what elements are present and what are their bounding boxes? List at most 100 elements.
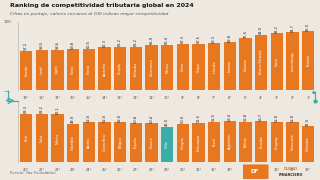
Text: 86.0: 86.0: [306, 23, 310, 31]
Bar: [20, 51, 32, 90]
Text: Venezuela: Venezuela: [291, 134, 294, 150]
Text: 69.8: 69.8: [228, 34, 232, 42]
Text: 50.4: 50.4: [149, 115, 154, 123]
Text: Hungría: Hungría: [181, 137, 185, 149]
Text: 53.7: 53.7: [259, 112, 263, 121]
Text: Islandia: Islandia: [212, 60, 216, 73]
Bar: [177, 44, 189, 90]
Text: 66.4: 66.4: [165, 36, 169, 44]
Text: Uruguay: Uruguay: [275, 135, 279, 149]
Text: DF: DF: [251, 169, 259, 174]
Text: Bélgica: Bélgica: [118, 136, 122, 148]
Text: 57.2: 57.2: [24, 42, 28, 50]
Text: Colombia: Colombia: [306, 137, 310, 151]
Text: Dinamarca: Dinamarca: [149, 59, 154, 76]
Text: 65.9: 65.9: [149, 36, 154, 44]
Bar: [286, 122, 299, 162]
Text: →: →: [3, 90, 9, 96]
Text: Italia: Italia: [40, 134, 44, 142]
Text: 49.9: 49.9: [71, 115, 75, 123]
Text: Austria: Austria: [87, 136, 91, 148]
Bar: [177, 124, 189, 162]
Text: Corea: Corea: [71, 65, 75, 74]
Text: 63.2: 63.2: [118, 38, 122, 46]
Text: 52.0: 52.0: [102, 114, 107, 122]
Text: Israel: Israel: [40, 66, 44, 75]
Text: Suiza: Suiza: [275, 57, 279, 66]
Text: 75.5: 75.5: [244, 30, 248, 38]
Text: Irlanda: Irlanda: [24, 65, 28, 76]
Bar: [99, 47, 111, 90]
Bar: [224, 42, 236, 90]
Bar: [192, 123, 204, 162]
Text: FINANCIERO: FINANCIERO: [279, 173, 303, 177]
Text: Costa Rica: Costa Rica: [102, 134, 107, 150]
Text: 62.1: 62.1: [56, 106, 60, 114]
Bar: [52, 114, 64, 162]
Text: Eslovaquia: Eslovaquia: [196, 134, 201, 151]
Text: 53.4: 53.4: [228, 113, 232, 121]
Bar: [83, 122, 95, 162]
Bar: [224, 121, 236, 162]
Bar: [302, 126, 314, 162]
Text: Letonia: Letonia: [228, 60, 232, 72]
Text: 52.0: 52.0: [118, 114, 122, 122]
Text: Grecia: Grecia: [87, 64, 91, 75]
Text: 60.5: 60.5: [87, 40, 91, 48]
Text: Bolivia: Bolivia: [244, 136, 248, 147]
Text: 50.8: 50.8: [134, 115, 138, 123]
Text: España: España: [134, 137, 138, 148]
Bar: [36, 50, 48, 90]
Text: Colombia: Colombia: [71, 136, 75, 150]
Text: 63.2: 63.2: [134, 38, 138, 46]
Bar: [192, 44, 204, 90]
Bar: [271, 122, 283, 162]
Text: 50.0: 50.0: [181, 115, 185, 123]
Text: 52.0: 52.0: [291, 114, 294, 122]
Text: Finlandia: Finlandia: [134, 61, 138, 76]
Text: 52.5: 52.5: [212, 113, 216, 122]
Text: Brasil: Brasil: [212, 137, 216, 146]
Text: Australia: Australia: [102, 62, 107, 76]
Bar: [36, 114, 48, 162]
Text: ●: ●: [312, 91, 315, 95]
Text: 58.5: 58.5: [40, 41, 44, 50]
Text: 81.0: 81.0: [259, 26, 263, 34]
Text: México: México: [56, 133, 60, 144]
Text: 58.6: 58.6: [56, 41, 60, 49]
Text: Estonia: Estonia: [306, 55, 310, 66]
Text: 68.3: 68.3: [212, 35, 216, 43]
Bar: [271, 33, 283, 90]
Text: 52.0: 52.0: [87, 114, 91, 122]
Text: Cifras en puntaje; valores cercanos al 100 indican mayor competitividad: Cifras en puntaje; valores cercanos al 1…: [10, 12, 168, 16]
Text: Luxemburgo: Luxemburgo: [291, 51, 294, 71]
FancyBboxPatch shape: [241, 165, 268, 179]
Bar: [52, 50, 64, 90]
Bar: [239, 122, 252, 162]
Bar: [239, 38, 252, 90]
Bar: [145, 123, 158, 162]
Bar: [161, 45, 173, 90]
Text: Chipre: Chipre: [196, 62, 201, 72]
Text: Turquía: Turquía: [118, 63, 122, 74]
Bar: [145, 45, 158, 90]
Text: Francia: Francia: [149, 137, 154, 148]
Bar: [208, 122, 220, 162]
Text: Japón: Japón: [56, 66, 60, 74]
Text: Argentina: Argentina: [228, 134, 232, 149]
Text: 67.3: 67.3: [181, 35, 185, 43]
Text: Ecuador: Ecuador: [259, 135, 263, 148]
Text: Fuente: Tax Foundation: Fuente: Tax Foundation: [10, 172, 55, 176]
Bar: [208, 43, 220, 90]
Bar: [255, 35, 267, 90]
Text: Lituania: Lituania: [244, 58, 248, 71]
Text: 84.7: 84.7: [291, 24, 294, 32]
Text: 62.3: 62.3: [102, 39, 107, 47]
Text: 63.2: 63.2: [40, 105, 44, 113]
Text: Nueva Zelanda: Nueva Zelanda: [259, 50, 263, 75]
Text: 47.0: 47.0: [306, 118, 310, 126]
Text: DIARIO: DIARIO: [284, 167, 298, 172]
Text: 52.8: 52.8: [244, 113, 248, 121]
Bar: [302, 31, 314, 90]
Text: Perú: Perú: [24, 134, 28, 141]
